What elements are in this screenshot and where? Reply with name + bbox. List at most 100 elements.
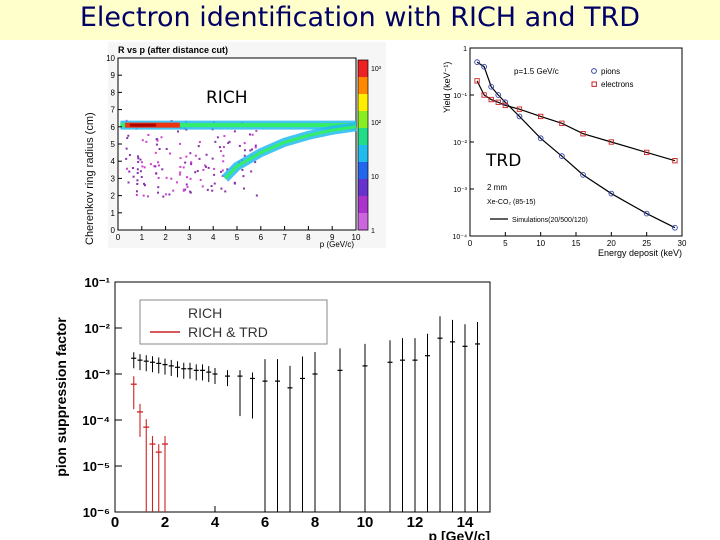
rich-noise-hit: [199, 178, 202, 181]
rich-noise-hit: [213, 173, 216, 176]
rich-colorbar-segment: [358, 145, 368, 163]
trd-x-tick-label: 30: [678, 239, 687, 248]
rich-y-tick-label: 4: [111, 157, 116, 166]
rich-noise-hit: [251, 133, 254, 136]
trd-annotation-thickness: 2 mm: [487, 183, 507, 192]
trd-plot-area: [469, 47, 683, 237]
rich-noise-hit: [165, 176, 168, 179]
rich-noise-hit: [219, 150, 222, 153]
rich-noise-hit: [222, 146, 225, 149]
rich-noise-hit: [243, 149, 246, 152]
rich-noise-hit: [182, 166, 185, 169]
rich-noise-hit: [211, 157, 214, 160]
rich-noise-hit: [194, 154, 197, 157]
rich-noise-hit: [140, 161, 143, 164]
rich-noise-hit: [250, 170, 253, 173]
trd-x-tick-label: 0: [468, 239, 473, 248]
rich-noise-hit: [128, 170, 131, 173]
rich-noise-hit: [136, 168, 139, 171]
rich-noise-hit: [222, 154, 225, 157]
trd-legend-pion-marker: [591, 68, 597, 74]
rich-noise-hit: [137, 160, 140, 163]
rich-x-tick-label: 5: [235, 233, 240, 242]
rich-noise-hit: [155, 143, 158, 146]
rich-noise-hit: [198, 140, 201, 143]
rich-noise-hit: [131, 167, 134, 170]
trd-pion-point: [537, 135, 544, 142]
rich-x-axis-label: p (GeV/c): [320, 240, 355, 249]
rich-y-tick-label: 2: [111, 192, 116, 201]
rich-noise-hit: [126, 167, 129, 170]
rich-noise-hit: [155, 138, 158, 141]
suppression-x-axis-label: p [GeV/c]: [429, 528, 490, 540]
rich-noise-hit: [243, 142, 246, 145]
trd-x-tick-label: 15: [572, 239, 581, 248]
trd-x-tick-label: 10: [536, 239, 545, 248]
rich-noise-hit: [139, 158, 142, 161]
rich-noise-hit: [169, 152, 172, 155]
rich-noise-hit: [198, 157, 201, 160]
suppression-x-tick-label: 0: [111, 514, 119, 531]
rich-noise-hit: [220, 187, 223, 190]
rich-noise-hit: [233, 181, 236, 184]
rich-colorbar-tick-label: 10²: [371, 120, 382, 127]
rich-noise-hit: [155, 172, 158, 175]
rich-noise-hit: [189, 177, 192, 180]
rich-noise-hit: [185, 128, 188, 131]
trd-legend-electrons: electrons: [601, 80, 633, 89]
rich-noise-hit: [221, 169, 224, 172]
rich-x-tick-label: 9: [330, 233, 335, 242]
rich-noise-hit: [185, 176, 188, 179]
rich-noise-hit: [251, 148, 254, 151]
trd-pion-point: [502, 99, 509, 106]
rich-noise-hit: [136, 155, 139, 158]
trd-annotation-gas: Xe-CO₂ (85-15): [487, 199, 536, 206]
rich-noise-hit: [149, 163, 152, 166]
rich-noise-hit: [147, 195, 150, 198]
rich-y-tick-label: 1: [111, 209, 116, 218]
rich-x-tick-label: 6: [259, 233, 264, 242]
rich-noise-hit: [179, 157, 182, 160]
rich-colorbar-segment: [358, 179, 368, 197]
rich-noise-hit: [161, 168, 164, 171]
rich-noise-hit: [132, 175, 135, 178]
rich-noise-hit: [141, 165, 144, 168]
trd-x-tick-label: 5: [503, 239, 508, 248]
rich-noise-hit: [128, 154, 131, 157]
rich-y-tick-label: 6: [111, 123, 116, 132]
rich-noise-hit: [157, 191, 160, 194]
trd-pion-point: [643, 210, 650, 217]
trd-electron-point: [559, 120, 565, 126]
rich-noise-hit: [164, 193, 167, 196]
rich-noise-hit: [205, 165, 208, 168]
rich-noise-hit: [220, 170, 223, 173]
rich-noise-hit: [205, 153, 208, 156]
trd-y-axis-label: Yield (keV⁻¹): [442, 62, 452, 113]
slide-title: Electron identification with RICH and TR…: [79, 2, 641, 33]
rich-noise-hit: [137, 157, 140, 160]
trd-pion-point: [608, 190, 615, 197]
rich-noise-hit: [135, 193, 138, 196]
trd-label: TRD: [486, 151, 522, 171]
rich-noise-hit: [143, 182, 146, 185]
trd-sim-curve-pions: [476, 61, 676, 229]
suppression-x-tick-label: 8: [311, 514, 319, 531]
rich-noise-hit: [145, 140, 148, 143]
suppression-y-tick-label: 10⁻⁵: [83, 459, 110, 474]
rich-noise-hit: [254, 146, 257, 149]
rich-noise-hit: [185, 155, 188, 158]
suppression-y-tick-label: 10⁻¹: [84, 275, 110, 290]
rich-noise-hit: [172, 189, 175, 192]
rich-colorbar-segment: [358, 196, 368, 214]
rich-noise-hit: [211, 189, 214, 192]
trd-x-tick-label: 20: [607, 239, 616, 248]
rich-noise-hit: [177, 130, 180, 133]
rich-noise-hit: [125, 157, 128, 160]
suppression-legend-box: [139, 299, 328, 345]
trd-sim-curve-electrons: [476, 80, 676, 162]
rich-noise-hit: [202, 168, 205, 171]
rich-colorbar-tick-label: 10: [371, 174, 379, 181]
rich-noise-hit: [255, 194, 258, 197]
rich-noise-hit: [126, 137, 129, 140]
